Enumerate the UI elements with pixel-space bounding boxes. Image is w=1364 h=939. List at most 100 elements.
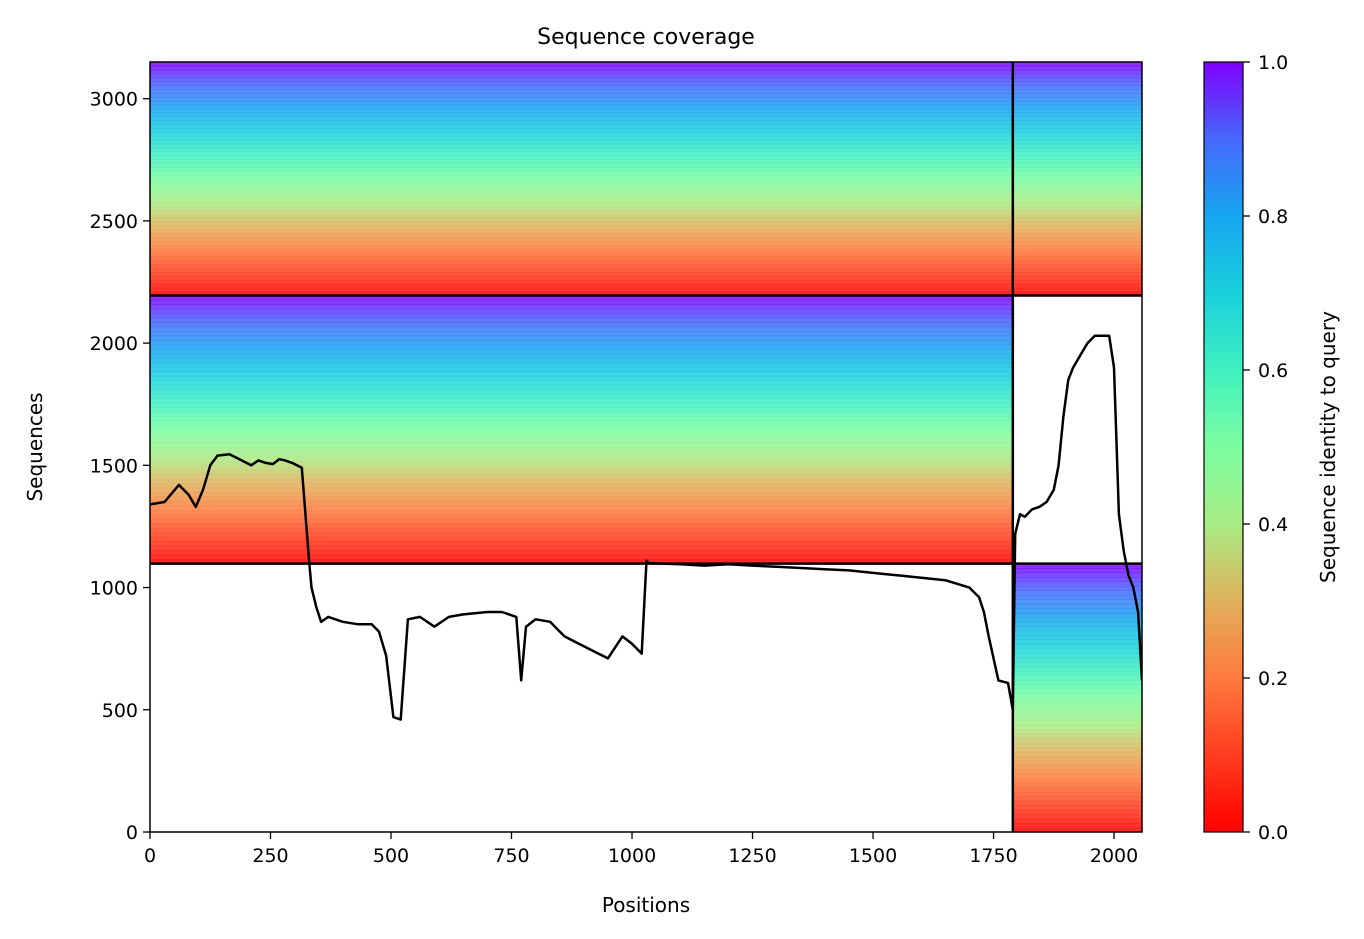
coverage-row	[1012, 760, 1142, 766]
coverage-row	[150, 371, 1013, 377]
coverage-row	[150, 256, 1142, 262]
coverage-row	[150, 221, 1142, 227]
coverage-row	[150, 559, 1013, 565]
coverage-row	[150, 155, 1142, 160]
y-tick-label: 2500	[90, 211, 138, 233]
coverage-row	[1012, 639, 1142, 645]
coverage-row	[150, 73, 1142, 79]
coverage-row	[150, 108, 1142, 114]
y-tick-label: 3000	[90, 89, 138, 111]
coverage-row	[150, 120, 1142, 125]
coverage-row	[1012, 581, 1142, 587]
coverage-row	[150, 550, 1013, 556]
coverage-row	[1012, 612, 1142, 618]
coverage-row	[150, 335, 1013, 341]
coverage-row	[1012, 568, 1142, 574]
coverage-row	[1012, 805, 1142, 811]
coverage-row	[150, 198, 1142, 203]
coverage-row	[150, 389, 1013, 395]
coverage-row	[1012, 715, 1142, 721]
coverage-row	[150, 240, 1142, 246]
y-tick-label: 500	[102, 700, 138, 722]
coverage-row	[150, 393, 1013, 399]
coverage-row	[1012, 720, 1142, 726]
coverage-row	[1012, 688, 1142, 694]
coverage-row	[1012, 653, 1142, 659]
coverage-row	[150, 384, 1013, 390]
coverage-row	[150, 478, 1013, 484]
coverage-row	[150, 541, 1013, 547]
coverage-row	[1012, 603, 1142, 609]
coverage-row	[150, 260, 1142, 265]
coverage-row	[1012, 617, 1142, 623]
coverage-row	[150, 425, 1013, 431]
coverage-row	[150, 248, 1142, 254]
coverage-row	[150, 380, 1013, 386]
coverage-row	[150, 358, 1013, 364]
coverage-row	[150, 523, 1013, 529]
coverage-row	[1012, 800, 1142, 806]
coverage-row	[150, 451, 1013, 457]
coverage-row	[1012, 818, 1142, 824]
coverage-row	[150, 322, 1013, 328]
coverage-row	[150, 438, 1013, 444]
coverage-row	[150, 217, 1142, 223]
coverage-row	[1012, 809, 1142, 815]
colorbar-tick-label: 1.0	[1258, 52, 1288, 74]
x-tick-label: 0	[144, 845, 156, 867]
x-tick-label: 1750	[969, 845, 1017, 867]
coverage-row	[150, 313, 1013, 319]
coverage-row	[150, 514, 1013, 520]
coverage-row	[1012, 697, 1142, 703]
colorbar	[1203, 61, 1244, 833]
coverage-row	[1012, 738, 1142, 744]
coverage-row	[150, 93, 1142, 98]
coverage-row	[150, 167, 1142, 172]
coverage-row	[150, 233, 1142, 238]
coverage-row	[1012, 782, 1142, 788]
coverage-row	[150, 194, 1142, 199]
x-axis-label: Positions	[602, 893, 690, 917]
coverage-row	[150, 182, 1142, 188]
coverage-row	[1012, 706, 1142, 712]
plot-frame	[149, 61, 1143, 833]
coverage-row	[150, 116, 1142, 121]
coverage-row	[1012, 621, 1142, 627]
coverage-row	[1012, 662, 1142, 668]
y-tick-label: 1500	[90, 455, 138, 477]
coverage-row	[150, 151, 1142, 156]
coverage-row	[150, 147, 1142, 153]
coverage-row	[150, 527, 1013, 533]
coverage-row	[150, 124, 1142, 129]
coverage-row	[150, 532, 1013, 538]
coverage-row	[1012, 666, 1142, 672]
x-tick-label: 1500	[849, 845, 897, 867]
colorbar-label: Sequence identity to query	[1316, 311, 1340, 583]
plot-area	[150, 62, 1142, 832]
coverage-row	[150, 429, 1013, 435]
coverage-row	[150, 132, 1142, 137]
x-tick-label: 1250	[728, 845, 776, 867]
coverage-row	[150, 237, 1142, 242]
coverage-row	[150, 469, 1013, 475]
x-tick-label: 250	[252, 845, 288, 867]
coverage-row	[1012, 778, 1142, 784]
coverage-row	[150, 326, 1013, 332]
coverage-row	[150, 139, 1142, 145]
coverage-row	[150, 283, 1142, 289]
coverage-row	[1012, 702, 1142, 708]
coverage-row	[1012, 823, 1142, 829]
colorbar-tick-label: 0.0	[1258, 822, 1288, 844]
coverage-row	[150, 62, 1142, 67]
coverage-row	[1012, 648, 1142, 654]
coverage-row	[1012, 594, 1142, 600]
coverage-row	[1012, 769, 1142, 775]
y-axis-label: Sequences	[23, 392, 47, 501]
coverage-row	[150, 505, 1013, 511]
coverage-row	[150, 509, 1013, 516]
coverage-row	[150, 77, 1142, 83]
coverage-row	[150, 402, 1013, 408]
y-tick-label: 2000	[90, 333, 138, 355]
coverage-row	[150, 407, 1013, 413]
coverage-row	[150, 416, 1013, 422]
